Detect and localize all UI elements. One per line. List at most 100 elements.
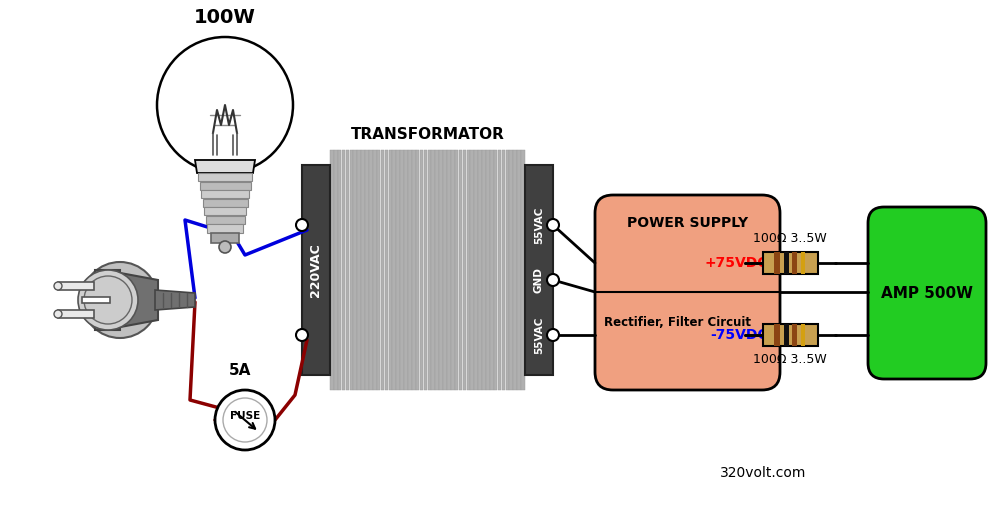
Bar	[408, 150, 412, 390]
Bar	[334, 150, 338, 390]
Circle shape	[547, 329, 559, 341]
FancyBboxPatch shape	[868, 207, 986, 379]
Bar	[346, 150, 349, 390]
Polygon shape	[115, 272, 158, 328]
Text: 100Ω 3..5W: 100Ω 3..5W	[753, 353, 827, 366]
Polygon shape	[195, 160, 255, 173]
Bar	[381, 150, 384, 390]
Bar	[763, 324, 818, 346]
Bar	[486, 150, 490, 390]
Bar	[198, 173, 252, 181]
Bar	[373, 150, 376, 390]
Text: POWER SUPPLY: POWER SUPPLY	[627, 216, 748, 230]
Text: FUSE: FUSE	[230, 411, 260, 421]
Bar	[385, 150, 388, 390]
Text: 5A: 5A	[229, 363, 251, 378]
Bar	[801, 252, 805, 274]
Circle shape	[547, 219, 559, 231]
Text: 55VAC: 55VAC	[534, 316, 544, 354]
Bar	[463, 150, 466, 390]
Bar	[361, 150, 365, 390]
Text: Rectifier, Filter Circuit: Rectifier, Filter Circuit	[604, 316, 751, 328]
Bar	[459, 150, 462, 390]
Text: 55VAC: 55VAC	[534, 206, 544, 244]
Circle shape	[547, 274, 559, 286]
Text: 220VAC: 220VAC	[310, 243, 322, 297]
Circle shape	[215, 390, 275, 450]
Text: AMP 500W: AMP 500W	[881, 286, 973, 300]
Bar	[494, 150, 497, 390]
Text: TRANSFORMATOR: TRANSFORMATOR	[351, 127, 504, 142]
Bar	[330, 150, 334, 390]
Bar	[455, 150, 458, 390]
Bar	[466, 150, 470, 390]
Bar	[82, 297, 110, 303]
Bar	[525, 165, 553, 375]
Bar	[388, 150, 392, 390]
Bar	[498, 150, 501, 390]
Bar	[357, 150, 361, 390]
Bar	[447, 150, 451, 390]
Bar	[774, 324, 780, 346]
Text: -75VDC: -75VDC	[710, 328, 768, 342]
Bar	[202, 199, 248, 207]
Bar	[302, 165, 330, 375]
Circle shape	[78, 270, 138, 330]
Bar	[204, 207, 246, 215]
Text: GND: GND	[534, 267, 544, 293]
Bar	[420, 150, 423, 390]
Bar	[474, 150, 478, 390]
Bar	[763, 252, 818, 274]
Bar	[478, 150, 482, 390]
Bar	[443, 150, 447, 390]
Bar	[211, 233, 239, 243]
Polygon shape	[155, 290, 195, 310]
Bar	[400, 150, 404, 390]
Text: 100W: 100W	[194, 8, 256, 27]
Circle shape	[84, 276, 132, 324]
Bar	[490, 150, 494, 390]
Bar	[206, 216, 244, 224]
Bar	[431, 150, 435, 390]
Circle shape	[82, 262, 158, 338]
Bar	[517, 150, 521, 390]
Bar	[396, 150, 400, 390]
Bar	[470, 150, 474, 390]
Bar	[521, 150, 525, 390]
Bar	[338, 150, 341, 390]
FancyBboxPatch shape	[595, 195, 780, 390]
Bar	[784, 324, 789, 346]
Circle shape	[54, 282, 62, 290]
Bar	[342, 150, 345, 390]
Bar	[365, 150, 369, 390]
Bar	[509, 150, 513, 390]
Circle shape	[296, 219, 308, 231]
Bar	[513, 150, 517, 390]
Bar	[377, 150, 380, 390]
Circle shape	[219, 241, 231, 253]
Text: 320volt.com: 320volt.com	[720, 466, 806, 480]
Bar	[801, 324, 805, 346]
Circle shape	[296, 329, 308, 341]
Text: +75VDC: +75VDC	[704, 256, 768, 270]
Bar	[404, 150, 408, 390]
Bar	[424, 150, 427, 390]
Bar	[792, 252, 797, 274]
Bar	[502, 150, 505, 390]
Bar	[412, 150, 416, 390]
Circle shape	[223, 398, 267, 442]
Circle shape	[157, 37, 293, 173]
Bar	[201, 190, 249, 198]
Bar	[506, 150, 509, 390]
Bar	[451, 150, 454, 390]
Bar	[392, 150, 396, 390]
Bar	[207, 224, 243, 233]
Bar	[369, 150, 373, 390]
Bar	[416, 150, 419, 390]
Bar	[792, 324, 797, 346]
Bar	[774, 252, 780, 274]
Bar	[58, 282, 94, 290]
Bar	[353, 150, 357, 390]
Bar	[435, 150, 439, 390]
Bar	[350, 150, 353, 390]
